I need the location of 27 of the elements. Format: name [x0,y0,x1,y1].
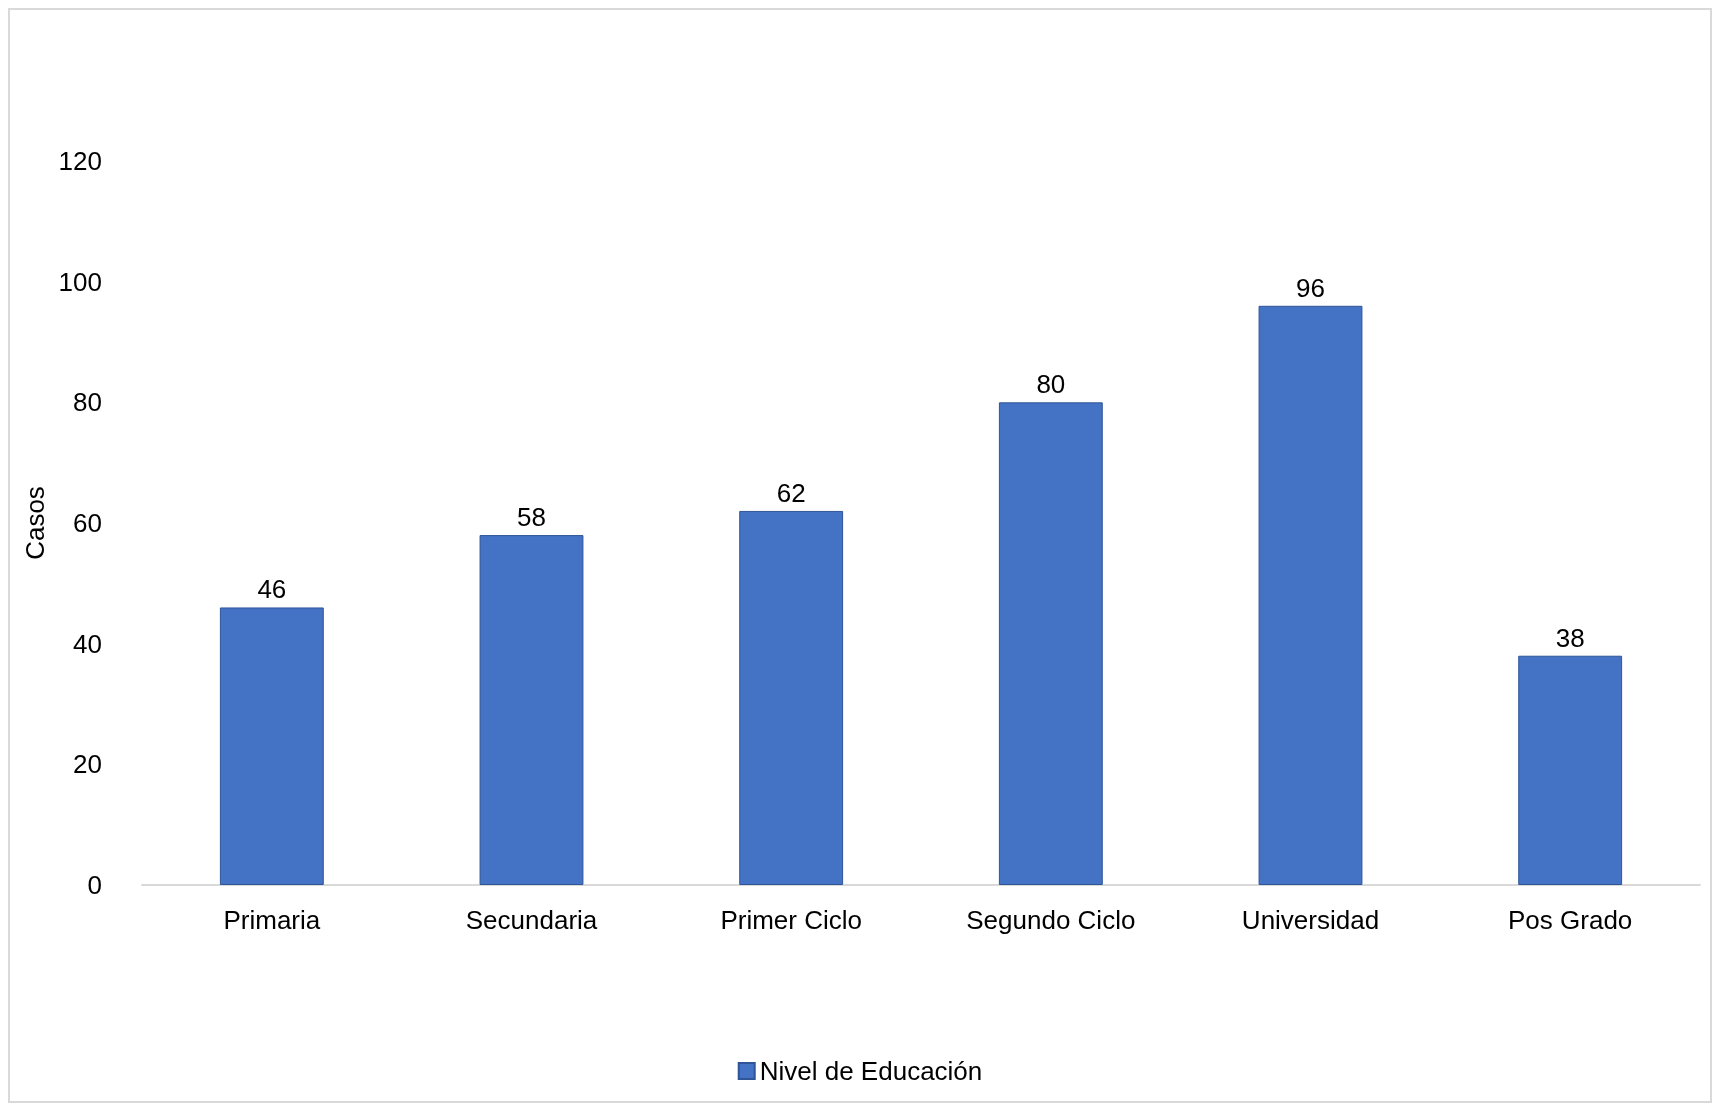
y-tick-label: 0 [87,870,102,900]
y-tick-label: 20 [73,749,102,780]
bar [998,402,1103,885]
legend-label: Nivel de Educación [759,1056,983,1086]
y-tick-label: 80 [73,387,102,418]
y-tick-label: 100 [58,266,102,297]
y-tick-label: 40 [73,628,102,659]
y-tick-label: 60 [73,508,102,538]
data-label: 38 [1555,622,1585,653]
y-tick-label: 120 [58,146,102,176]
bar [1518,655,1623,885]
data-label: 46 [257,574,287,605]
x-tick-label: Primer Ciclo [720,905,862,935]
x-tick-label: Universidad [1241,905,1380,935]
bar [739,510,844,885]
y-axis-title: Casos [19,486,50,560]
data-label: 62 [776,477,806,508]
bar [1258,305,1363,885]
x-tick-label: Pos Grado [1508,905,1633,935]
x-tick-label: Primaria [223,905,321,935]
data-label: 80 [1036,369,1066,400]
x-tick-label: Segundo Ciclo [966,905,1136,935]
bar [219,607,324,885]
bar [479,535,584,885]
data-label: 96 [1296,272,1325,303]
x-tick-label: Secundaria [465,905,598,935]
data-label: 58 [517,502,546,533]
